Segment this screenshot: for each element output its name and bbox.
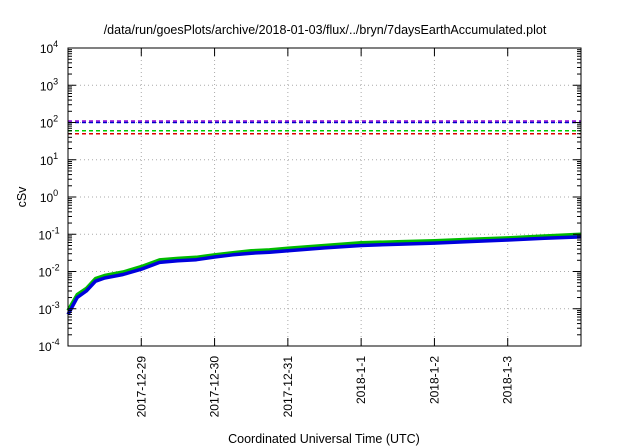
y-axis: 10-4 10-3 10-2 10-1 100 101 102 103 104 [38, 39, 581, 354]
y-tick-label: 102 [40, 114, 58, 131]
y-tick-label: 10-1 [38, 225, 59, 242]
series-line [66, 235, 582, 316]
y-tick-label: 104 [40, 39, 58, 56]
y-tick-label: 100 [40, 188, 58, 205]
x-tick-label: 2018-1-3 [501, 356, 515, 404]
x-tick-label: 2018-1-2 [427, 356, 441, 404]
x-axis: 2017-12-29 2017-12-30 2017-12-31 2018-1-1 20… [134, 48, 515, 418]
x-tick-label: 2018-1-1 [354, 356, 368, 404]
x-tick-label: 2017-12-30 [208, 356, 222, 418]
y-tick-label: 10-2 [38, 263, 59, 280]
x-tick-label: 2017-12-29 [134, 356, 148, 418]
y-axis-label: cSv [15, 186, 29, 208]
y-tick-label: 101 [40, 151, 58, 168]
y-tick-label: 10-3 [38, 300, 59, 317]
x-tick-label: 2017-12-31 [281, 356, 295, 418]
chart-title: /data/run/goesPlots/archive/2018-01-03/f… [104, 23, 547, 37]
series-lines [66, 232, 582, 316]
x-axis-label: Coordinated Universal Time (UTC) [228, 432, 420, 446]
series-line [66, 232, 582, 312]
grid [68, 48, 581, 346]
y-tick-label: 10-4 [38, 337, 59, 354]
threshold-lines [68, 120, 581, 135]
y-tick-label: 103 [40, 76, 58, 93]
